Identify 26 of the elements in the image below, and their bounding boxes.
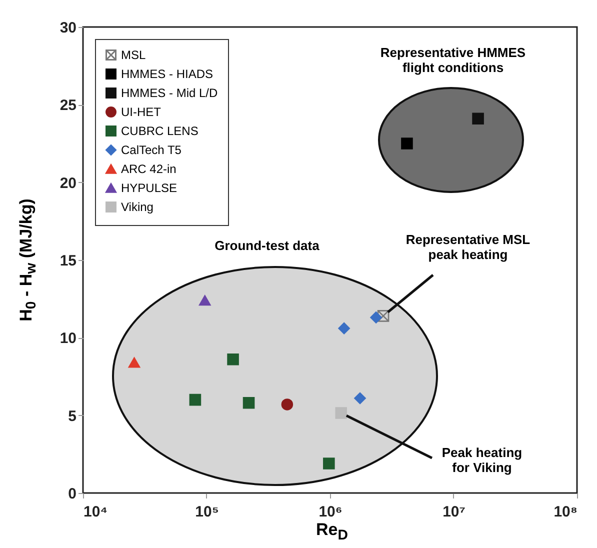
legend-label: HMMES - Mid L/D xyxy=(121,86,218,100)
x-tick-label: 10⁶ xyxy=(318,504,342,520)
x-tick-label: 10⁷ xyxy=(442,504,466,520)
y-tick-label: 30 xyxy=(60,20,76,36)
y-tick-label: 15 xyxy=(60,252,76,270)
legend-label: ARC 42-in xyxy=(121,162,176,176)
annotation: Representative HMMES flight conditions xyxy=(379,45,527,75)
y-tick-label: 10 xyxy=(60,330,76,348)
x-tick-label: 10⁴ xyxy=(84,504,108,520)
y-tick-label: 5 xyxy=(68,408,76,425)
legend-label: UI-HET xyxy=(121,105,162,119)
x-axis-title: Re$_{D}$ xyxy=(316,520,348,544)
legend-label: CUBRC LENS xyxy=(121,124,198,138)
x-tick-label: 10⁸ xyxy=(554,504,578,520)
legend-label: Viking xyxy=(121,200,154,214)
legend-label: HYPULSE xyxy=(121,181,178,195)
legend-label: MSL xyxy=(121,48,146,62)
x-tick-label: 10⁵ xyxy=(195,504,219,520)
y-tick-label: 20 xyxy=(60,174,76,192)
annotation: Representative MSL peak heating xyxy=(404,232,532,262)
legend-label: CalTech T5 xyxy=(121,143,182,157)
y-tick-label: 0 xyxy=(68,486,76,502)
legend-label: HMMES - HIADS xyxy=(121,67,214,81)
annotation: Ground-test data xyxy=(214,238,320,253)
annotation: Peak heating for Viking xyxy=(440,445,524,475)
y-tick-label: 25 xyxy=(60,97,76,114)
